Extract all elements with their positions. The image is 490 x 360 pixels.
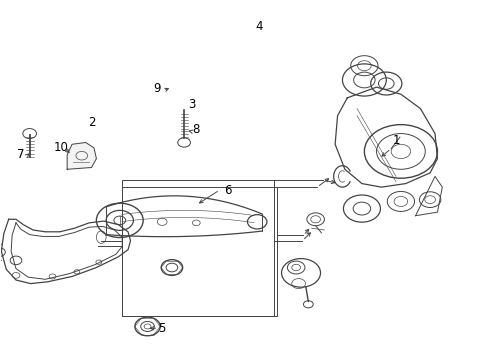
Text: 2: 2	[88, 116, 95, 129]
Text: 10: 10	[53, 141, 68, 154]
Text: 8: 8	[193, 123, 200, 136]
Text: 9: 9	[153, 82, 161, 95]
Bar	[122, 180, 274, 316]
Polygon shape	[67, 143, 97, 169]
Text: 4: 4	[256, 20, 263, 33]
Bar	[122, 187, 277, 316]
Text: 3: 3	[188, 99, 195, 112]
Text: 5: 5	[158, 322, 166, 335]
Text: 7: 7	[17, 148, 24, 162]
Text: 1: 1	[392, 134, 400, 147]
Text: 6: 6	[224, 184, 232, 197]
